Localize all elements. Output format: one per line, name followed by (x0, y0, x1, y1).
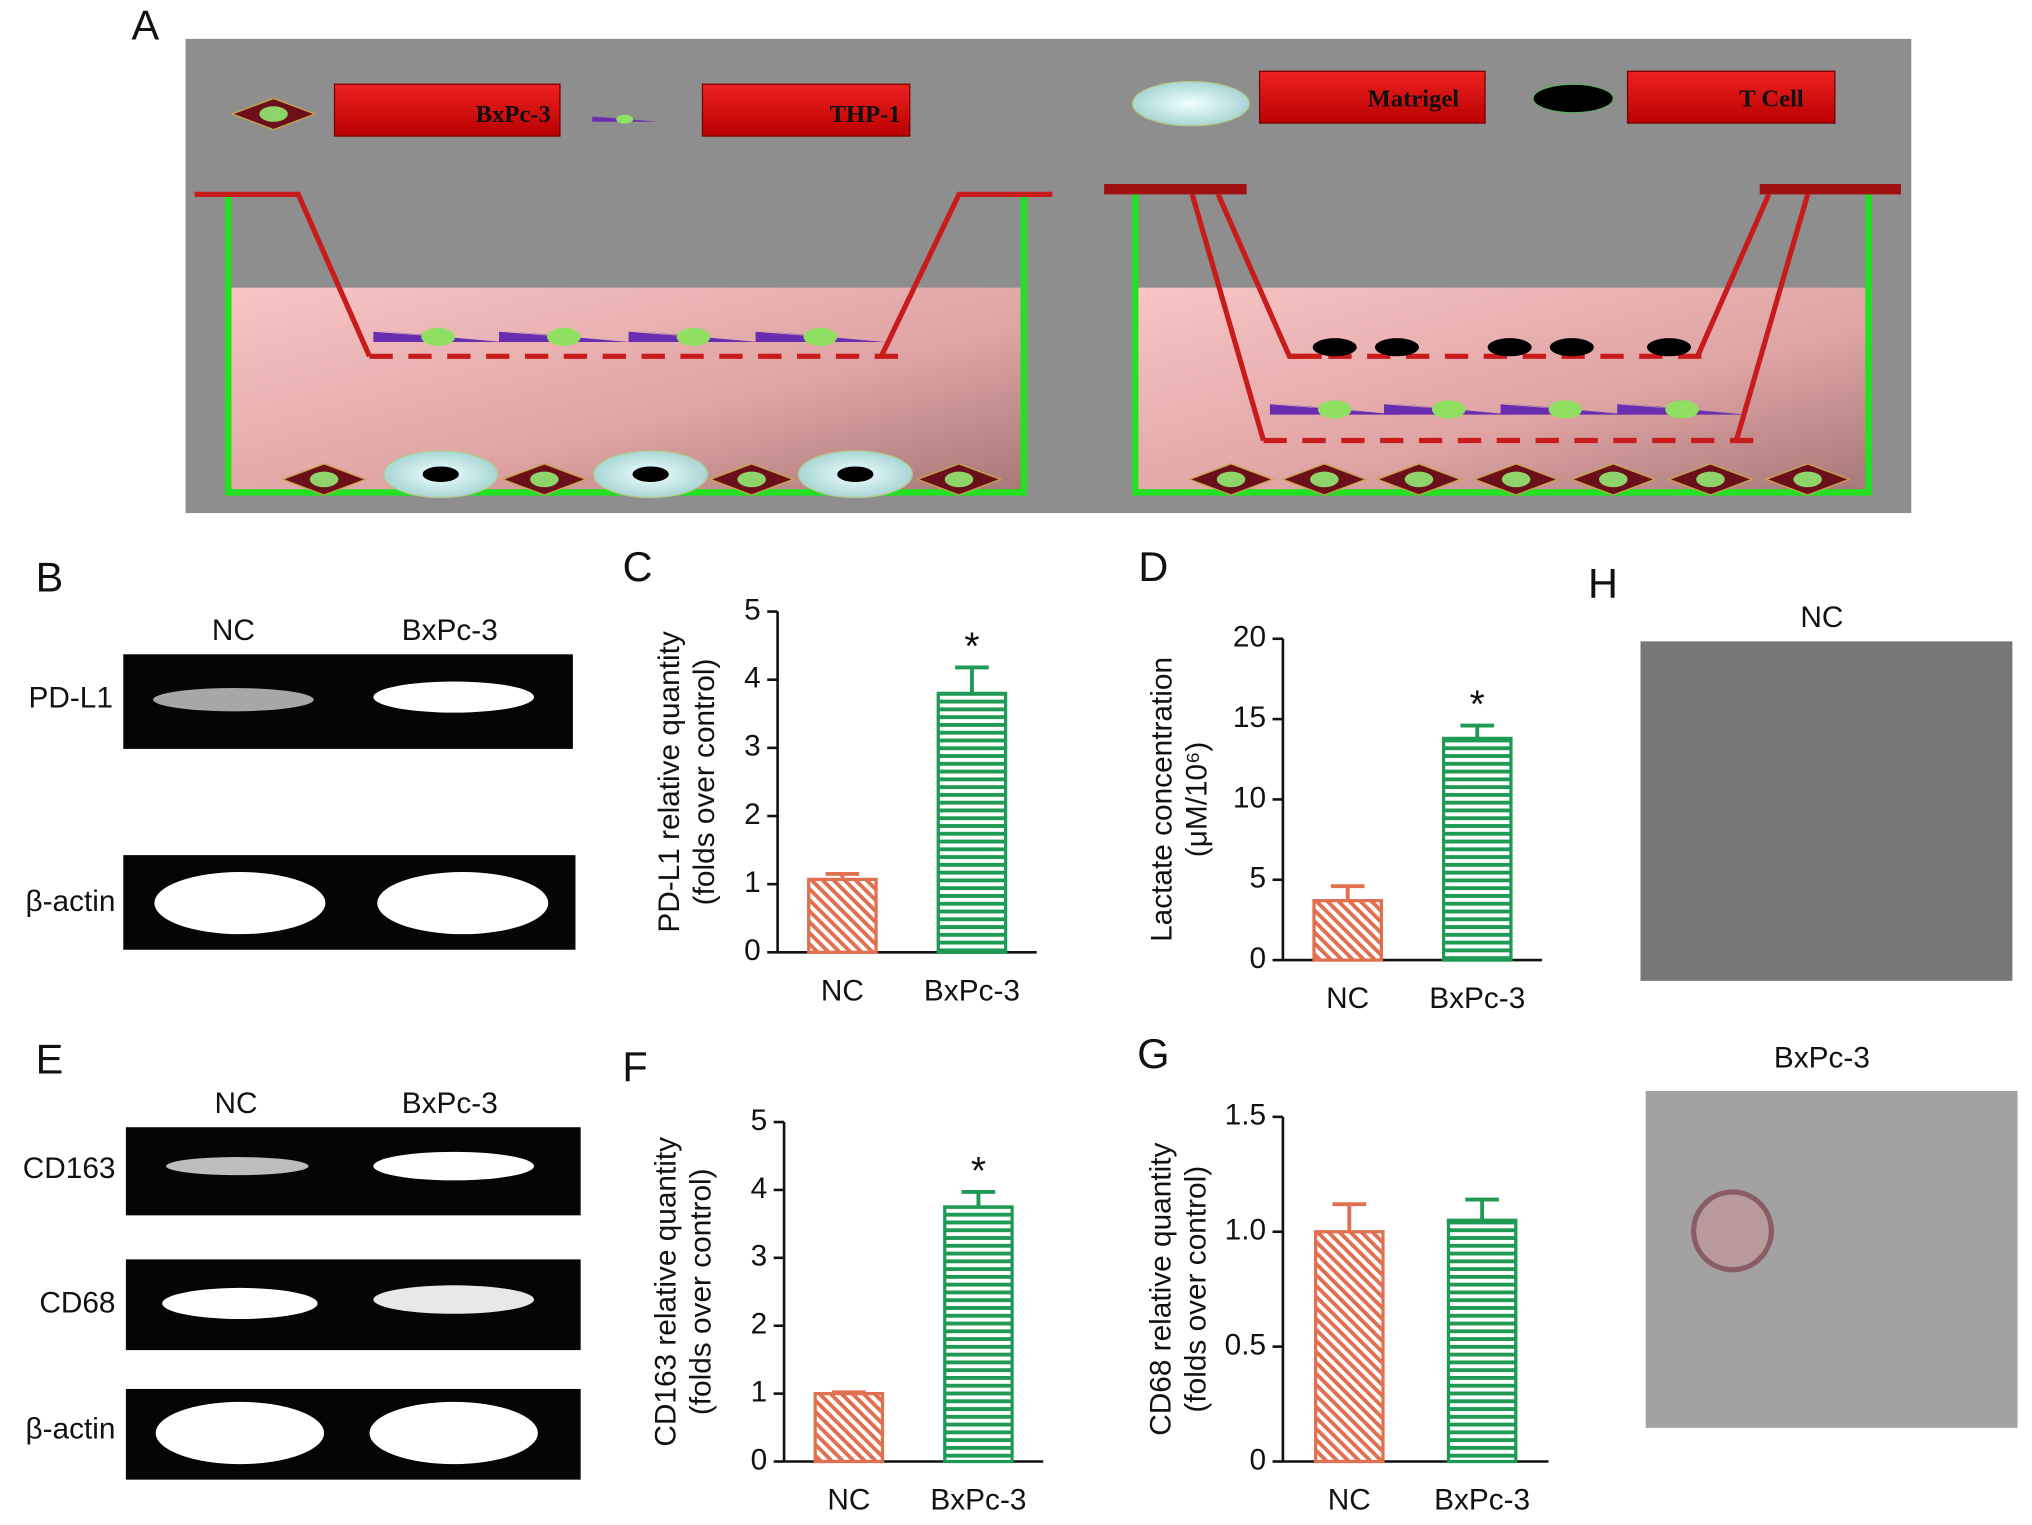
chart: 0 5 10 15 20 Lactate concentration (μM/10⁶) NC B… (1146, 621, 1543, 1015)
gels: NC BxPc-3 PD-L1 β-actin NC BxPc-3 CD163 … (23, 614, 581, 1480)
y-tick-label: 5 (1249, 862, 1266, 895)
y-tick-label: 1 (751, 1375, 768, 1408)
y-tick-label: 15 (1233, 701, 1266, 734)
x-tick-label: BxPc-3 (924, 974, 1020, 1007)
y-tick-label: 3 (744, 730, 761, 763)
chart: 0 1 2 3 4 5 CD163 relative quantity (folds over… (649, 1104, 1044, 1517)
x-tick-label: NC (827, 1484, 870, 1517)
y-axis-label: CD68 relative quantity (1144, 1143, 1177, 1436)
chart: 0 1 2 3 4 5 PD-L1 relative quantity (folds over… (653, 593, 1037, 1007)
micrographs: NC BxPc-3 (1640, 601, 2018, 1428)
x-tick-label: BxPc-3 (930, 1484, 1026, 1517)
panel-label: C (623, 543, 653, 590)
y-tick-label: 20 (1233, 621, 1266, 654)
legend-label: THP-1 (830, 101, 901, 128)
panel-labels: A B C D E F G H (36, 1, 1618, 1090)
chart: 0 0.5 1.0 1.5 CD68 relative quantity (folds o… (1144, 1099, 1549, 1517)
significance-marker: * (1470, 684, 1485, 727)
y-tick-label: 0 (744, 934, 761, 967)
panel-label: G (1137, 1030, 1169, 1077)
gel-column: NC (212, 614, 255, 647)
panel-label: F (622, 1043, 647, 1090)
panel-label: A (131, 1, 159, 48)
significance-marker: * (971, 1150, 986, 1193)
y-axis-label: (folds over control) (1179, 1166, 1212, 1413)
gel-column: NC (214, 1087, 257, 1120)
y-axis-label: PD-L1 relative quantity (653, 631, 686, 933)
y-axis-label: (μM/10⁶) (1181, 742, 1214, 858)
y-tick-label: 0 (1249, 1443, 1266, 1476)
gel-row: β-actin (25, 885, 115, 918)
y-tick-label: 2 (744, 798, 761, 831)
diagram: BxPc-3 THP-1 Matrigel T Cell (185, 38, 1912, 514)
bar (813, 1391, 885, 1464)
y-tick-label: 1.5 (1225, 1099, 1266, 1132)
significance-marker: * (964, 626, 979, 669)
x-tick-label: NC (821, 974, 864, 1007)
legend-label: BxPc-3 (476, 101, 551, 128)
panel-label: H (1588, 560, 1618, 607)
x-tick-label: BxPc-3 (1429, 982, 1525, 1015)
x-tick-label: NC (1326, 982, 1369, 1015)
image-title: BxPc-3 (1774, 1042, 1870, 1075)
gel-column: BxPc-3 (402, 1087, 498, 1120)
y-tick-label: 4 (744, 662, 761, 695)
bar (1312, 899, 1383, 962)
image (1640, 641, 2013, 981)
x-tick-label: BxPc-3 (1434, 1484, 1530, 1517)
y-tick-label: 5 (744, 593, 761, 626)
bar (807, 877, 878, 954)
y-tick-label: 2 (751, 1308, 768, 1341)
y-axis-label: (folds over control) (684, 1168, 717, 1415)
y-tick-label: 0 (1249, 942, 1266, 975)
image (1645, 1090, 2018, 1428)
gel-row: CD163 (23, 1152, 116, 1185)
gel-column: BxPc-3 (402, 614, 498, 647)
y-tick-label: 0.5 (1225, 1329, 1266, 1362)
y-tick-label: 5 (751, 1104, 768, 1137)
y-tick-label: 0 (751, 1443, 768, 1476)
bar (1446, 1218, 1518, 1464)
bar (936, 691, 1008, 954)
y-tick-label: 1 (744, 866, 761, 899)
y-tick-label: 10 (1233, 781, 1266, 814)
bar (943, 1205, 1014, 1464)
gel-row: CD68 (39, 1287, 115, 1320)
bar (1441, 736, 1513, 962)
gel-row: PD-L1 (28, 682, 112, 715)
panel-label: D (1138, 543, 1168, 590)
x-tick-label: NC (1328, 1484, 1371, 1517)
y-tick-label: 3 (751, 1240, 768, 1273)
panel-label: E (36, 1035, 64, 1082)
panel-label: B (36, 553, 64, 600)
legend-label: Matrigel (1368, 86, 1460, 113)
legend-label: T Cell (1739, 86, 1804, 113)
bar (1314, 1230, 1385, 1464)
y-axis-label: (folds over control) (688, 659, 721, 906)
y-axis-label: CD163 relative quantity (649, 1137, 682, 1447)
y-tick-label: 1.0 (1225, 1214, 1266, 1247)
gel-row: β-actin (25, 1412, 115, 1445)
y-tick-label: 4 (751, 1172, 768, 1205)
image-title: NC (1800, 601, 1843, 634)
y-axis-label: Lactate concentration (1146, 657, 1179, 942)
